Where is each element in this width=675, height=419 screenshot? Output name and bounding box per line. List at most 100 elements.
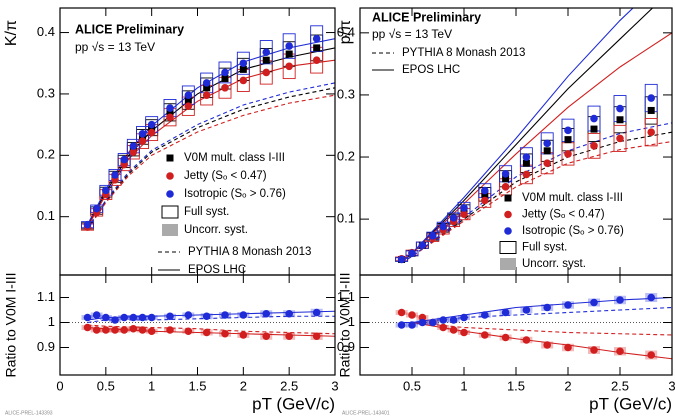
marker: [166, 312, 174, 321]
marker: [408, 321, 416, 329]
x-tick-label: 0: [56, 378, 63, 393]
marker: [111, 326, 119, 334]
marker: [460, 313, 468, 322]
legend-symbol: [161, 205, 179, 219]
marker: [221, 311, 229, 319]
marker: [312, 308, 321, 317]
y-tick-label: 1: [348, 314, 355, 329]
y-tick-label: 0.3: [337, 86, 355, 101]
y-tick-label: 0.4: [37, 24, 55, 39]
y-tick-label: 0.1: [37, 208, 55, 223]
legend-label: V0M mult. class I-III: [522, 192, 623, 204]
y-tick-label: 0.9: [37, 339, 55, 354]
y-axis-label: Ratio to V0M I-III: [3, 272, 19, 377]
marker: [102, 313, 110, 322]
marker: [262, 309, 271, 318]
syst-box: [282, 33, 296, 59]
model-line: [401, 131, 672, 264]
marker: [147, 120, 156, 129]
marker: [129, 313, 138, 322]
legend-label: Jetty (Sₒ < 0.47): [184, 170, 267, 182]
y-tick-label: 1.1: [337, 289, 355, 304]
marker: [439, 316, 448, 324]
model-line: [401, 140, 672, 264]
marker: [166, 326, 174, 334]
marker: [102, 326, 110, 334]
marker: [239, 59, 248, 68]
marker: [564, 136, 572, 144]
footnote: ALICE-PREL-143393: [5, 410, 53, 416]
x-tick-label: 2: [564, 378, 571, 393]
y-axis-label: p/π: [337, 20, 354, 44]
marker: [221, 68, 229, 77]
marker: [616, 296, 624, 304]
marker: [312, 34, 321, 43]
marker: [102, 186, 110, 195]
legend-label: Uncorr. syst.: [522, 258, 586, 270]
syst-box: [218, 61, 232, 84]
legend-label: Full syst.: [184, 206, 229, 218]
legend-label: Isotropic (Sₒ > 0.76): [522, 225, 624, 237]
footnote: ALICE-PREL-143401: [342, 410, 390, 416]
legend-label: V0M mult. class I-III: [184, 152, 285, 164]
marker: [647, 293, 655, 302]
marker: [564, 126, 572, 135]
marker: [221, 75, 229, 83]
legend-label: Jetty (Sₒ < 0.47): [522, 209, 605, 221]
y-tick-label: 0.2: [37, 147, 55, 162]
legend-symbol: [162, 224, 178, 236]
marker: [138, 130, 147, 138]
marker: [460, 210, 468, 218]
marker: [129, 148, 138, 157]
marker: [616, 347, 624, 356]
model-line: [87, 82, 335, 229]
marker: [408, 249, 416, 258]
model-line: [87, 59, 335, 228]
marker: [147, 327, 156, 336]
marker: [429, 232, 437, 240]
syst-box: [310, 25, 324, 53]
marker: [439, 323, 448, 332]
marker: [312, 56, 321, 64]
marker: [543, 341, 551, 349]
legend-marker: [504, 227, 512, 235]
marker: [184, 102, 193, 111]
legend-symbol: [500, 258, 516, 270]
model-line: [87, 87, 335, 230]
sub-header: pp √s = 13 TeV: [75, 40, 155, 54]
marker: [501, 169, 510, 178]
marker: [202, 79, 211, 87]
plot-area: [60, 308, 335, 341]
marker: [397, 255, 406, 264]
legend-marker: [166, 172, 174, 180]
marker: [138, 137, 147, 145]
plot-area: [395, 8, 672, 264]
marker: [408, 311, 416, 319]
x-tick-label: 3: [668, 378, 675, 393]
legend-marker: [166, 190, 174, 198]
marker: [147, 128, 156, 137]
marker: [564, 301, 572, 309]
marker: [429, 318, 437, 327]
marker: [418, 241, 427, 249]
marker: [285, 42, 293, 50]
marker: [203, 84, 211, 92]
marker: [120, 155, 128, 164]
marker: [285, 309, 293, 318]
marker: [397, 308, 406, 317]
legend-marker: [166, 154, 174, 162]
marker: [202, 328, 211, 337]
marker: [590, 125, 598, 133]
legend-label: PYTHIA 8 Monash 2013: [188, 246, 311, 258]
y-tick-label: 0.9: [337, 339, 355, 354]
marker: [397, 321, 406, 329]
marker: [522, 159, 530, 167]
marker: [239, 76, 248, 85]
marker: [481, 311, 489, 319]
marker: [590, 346, 598, 354]
marker: [501, 333, 510, 342]
marker: [184, 96, 192, 104]
legend-symbol: [499, 241, 517, 254]
x-tick-label: 1: [148, 378, 155, 393]
